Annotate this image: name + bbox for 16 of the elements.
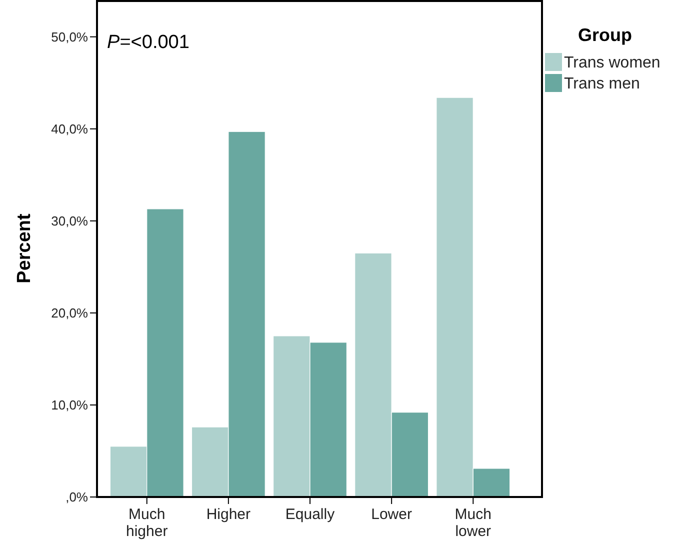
y-tick-label: ,0% [66,490,88,505]
legend-label: Trans men [564,76,640,93]
y-tick-label: 30,0% [51,213,88,228]
legend-label: Trans women [564,54,660,72]
x-tick-label: Much lower [454,506,492,540]
x-tick-label: Lower [371,506,412,523]
x-tick-label: Equally [285,506,336,523]
y-tick-label: 40,0% [51,121,88,136]
y-tick-label: 10,0% [51,398,88,413]
y-axis-title: Percent [14,212,35,284]
annotation: P=<0.001 [107,32,190,53]
y-tick-label: 20,0% [51,305,88,320]
x-tick-label: Much higher [126,506,168,540]
y-tick-label: 50,0% [51,29,88,44]
legend-title: Group [578,25,632,45]
x-tick-label: Higher [206,506,251,523]
